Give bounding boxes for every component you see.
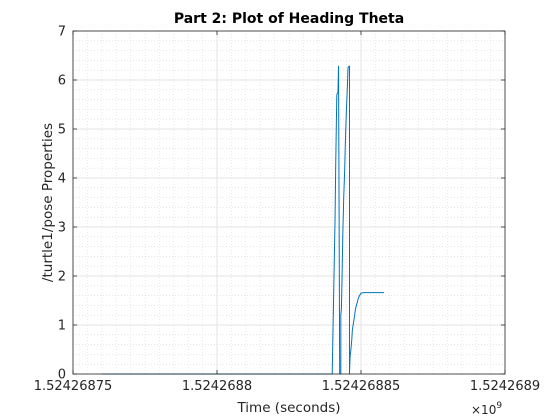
x-ticks: 1.52426875 1.5242688 1.52426885 1.5242689	[34, 31, 540, 394]
y-ticks: 0 1 2 3 4 5 6 7	[58, 25, 505, 383]
y-tick-label: 7	[58, 25, 66, 40]
x-tick-label: 1.5242689	[470, 379, 540, 394]
y-axis-label: /turtle1/pose Properties	[40, 123, 56, 282]
x-tick-label: 1.52426875	[34, 379, 113, 394]
y-tick-label: 2	[58, 270, 66, 285]
x-tick-label: 1.5242688	[182, 379, 252, 394]
y-tick-label: 4	[58, 172, 66, 187]
x-axis-label: Time (seconds)	[236, 400, 340, 416]
x-multiplier: ×109	[471, 401, 502, 417]
y-tick-label: 6	[58, 74, 66, 89]
chart-title: Part 2: Plot of Heading Theta	[174, 11, 404, 27]
x-tick-label: 1.52426885	[322, 379, 401, 394]
series-group	[101, 65, 385, 375]
y-tick-label: 0	[58, 368, 66, 383]
axes-box	[72, 30, 506, 375]
y-tick-label: 3	[58, 221, 66, 236]
x-multiplier-base: ×10	[471, 403, 496, 417]
plot-area: 1.52426875 1.5242688 1.52426885 1.5242689 0…	[34, 25, 540, 395]
x-multiplier-exponent: 9	[496, 401, 502, 411]
y-tick-label: 5	[58, 123, 66, 138]
series-line-heading-theta	[101, 65, 385, 375]
y-tick-label: 1	[58, 319, 66, 334]
